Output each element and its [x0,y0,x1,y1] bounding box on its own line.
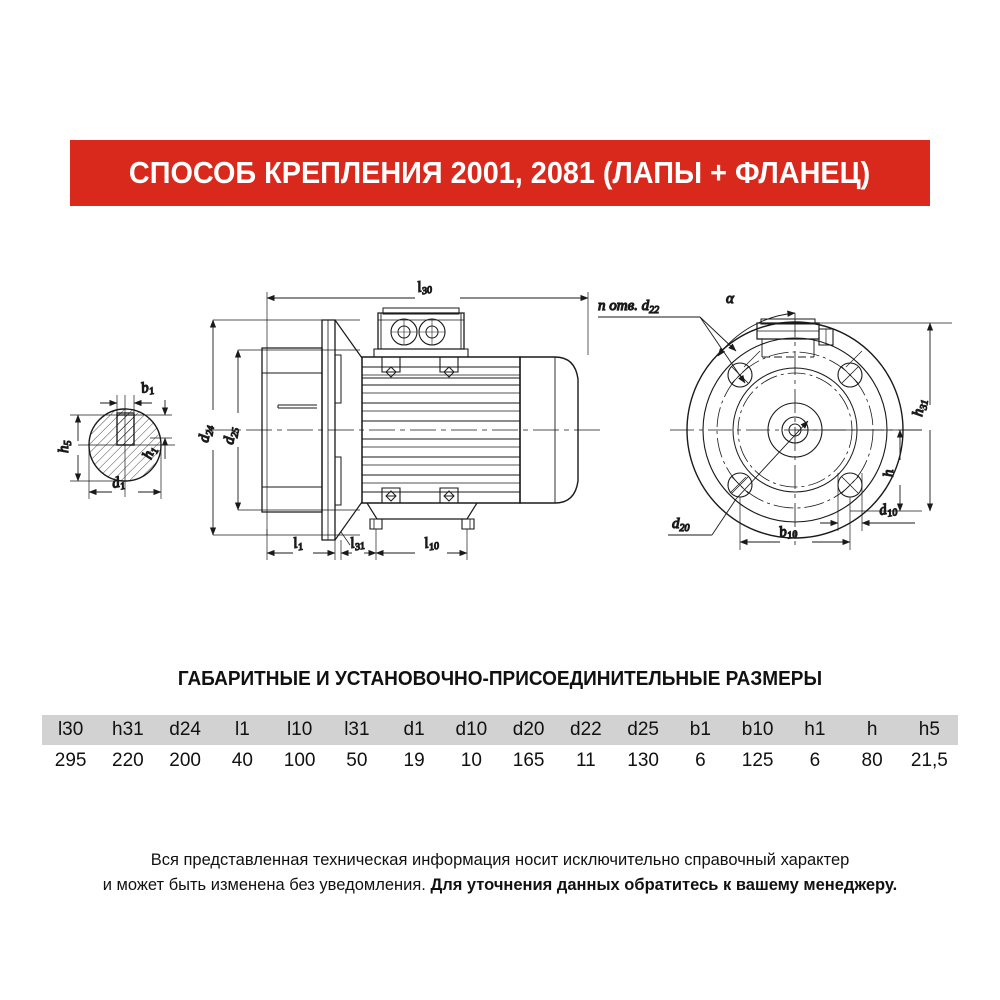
table-value-cell: 80 [843,745,901,777]
table-header-cell: d20 [500,715,558,745]
table-header-cell: h [843,715,901,745]
label-d25: d25 [221,426,242,446]
table-value-cell: 6 [786,745,844,777]
table-header-cell: l31 [328,715,386,745]
label-d20: d20 [672,516,690,534]
table-value-cell: 21,5 [900,745,958,777]
label-alpha: α [726,291,735,307]
table-value-cell: 11 [557,745,615,777]
table-value-cell: 10 [442,745,500,777]
table-value-cell: 130 [614,745,672,777]
table-header-cell: h1 [786,715,844,745]
table-value-cell: 100 [271,745,329,777]
disclaimer-normal-text: и может быть изменена без уведомления. [102,876,431,894]
section-title: ГАБАРИТНЫЕ И УСТАНОВОЧНО-ПРИСОЕДИНИТЕЛЬН… [177,668,823,690]
table-header-cell: d25 [614,715,672,745]
motor-side-view: l30 d24 d25 [196,277,600,560]
table-value-cell: 220 [99,745,157,777]
title-banner: СПОСОБ КРЕПЛЕНИЯ 2001, 2081 (ЛАПЫ + ФЛАН… [70,140,930,206]
table-header-cell: h5 [900,715,958,745]
table-header-cell: b1 [671,715,729,745]
label-d24: d24 [196,424,217,444]
label-l10: l10 [423,534,440,554]
table-value-cell: 125 [729,745,787,777]
label-n-holes-d22: n отв. d22 [598,298,659,316]
table-row: 295 220 200 40 100 50 19 10 165 11 130 6… [42,745,958,777]
table-header-cell: b10 [729,715,787,745]
label-h: h [881,470,897,478]
technical-drawing: b1 h1 h5 d1 [0,245,1000,615]
table-header-cell: d24 [156,715,214,745]
label-l31: l31 [349,534,366,554]
label-h5: h5 [56,441,74,454]
table-header-cell: l10 [271,715,329,745]
table-value-cell: 50 [328,745,386,777]
label-b1: b1 [140,379,156,399]
table-value-cell: 165 [500,745,558,777]
table-value-cell: 40 [213,745,271,777]
label-d10: d10 [878,500,898,521]
shaft-section-detail: b1 h1 h5 d1 [55,378,175,499]
disclaimer-line-1: Вся представленная техническая информаци… [150,851,850,869]
table-header-cell: h31 [99,715,157,745]
disclaimer-line-2: и может быть изменена без уведомления. Д… [60,873,940,898]
table-value-cell: 200 [156,745,214,777]
disclaimer-bold-text: Для уточнения данных обратитесь к вашему… [430,876,898,894]
dimensions-table: l30 h31 d24 l1 l10 l31 d1 d10 d20 d22 d2… [42,715,958,777]
table-value-cell: 295 [42,745,100,777]
table-value-cell: 6 [671,745,729,777]
label-l30: l30 [416,278,433,298]
banner-title-text: СПОСОБ КРЕПЛЕНИЯ 2001, 2081 (ЛАПЫ + ФЛАН… [129,155,871,190]
table-header-cell: d10 [442,715,500,745]
disclaimer-footer: Вся представленная техническая информаци… [60,848,940,898]
label-h31: h31 [910,398,931,418]
label-l1: l1 [292,535,304,554]
motor-front-view: α n отв. d22 d20 b10 [597,290,952,550]
table-header-row: l30 h31 d24 l1 l10 l31 d1 d10 d20 d22 d2… [42,715,958,745]
table-header-cell: d22 [557,715,615,745]
table-header-cell: l1 [213,715,271,745]
table-header-cell: d1 [385,715,443,745]
table-value-cell: 19 [385,745,443,777]
table-header-cell: l30 [42,715,100,745]
